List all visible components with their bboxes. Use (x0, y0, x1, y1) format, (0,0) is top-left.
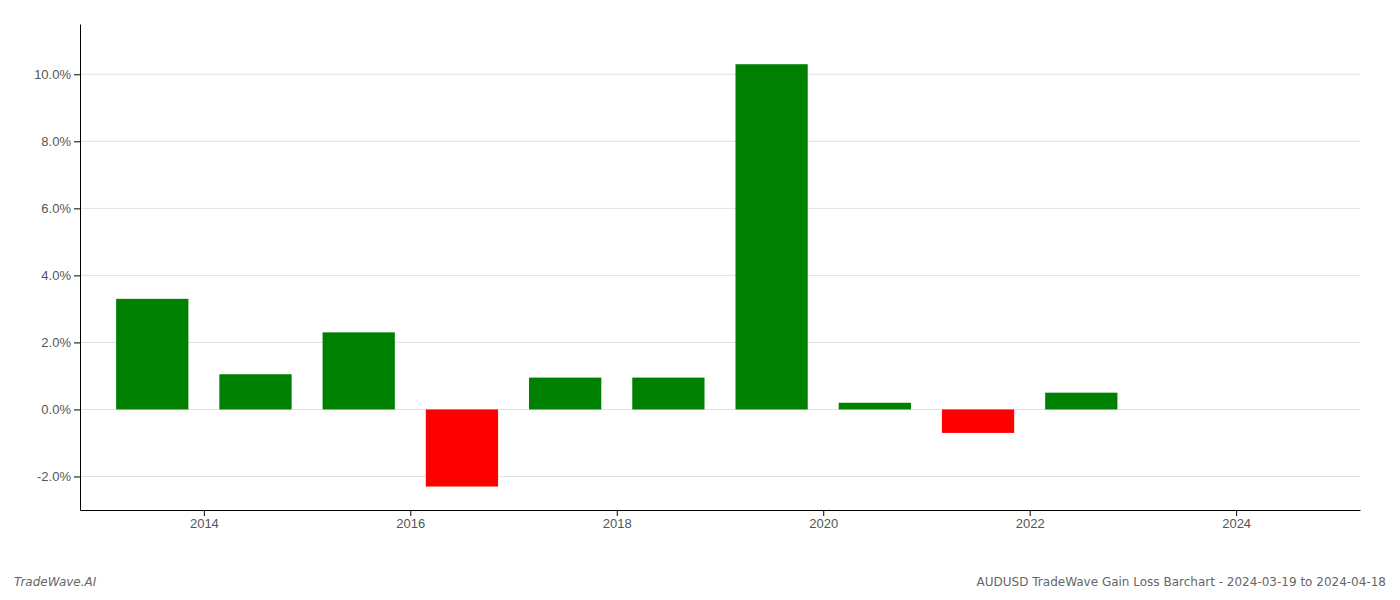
x-tick-mark (410, 510, 411, 516)
bar (116, 299, 188, 410)
y-tick-label: -2.0% (37, 469, 71, 484)
bars (116, 64, 1117, 486)
y-tick-mark (74, 74, 80, 75)
x-tick-label: 2016 (396, 516, 425, 531)
bar (632, 378, 704, 410)
x-tick-label: 2018 (603, 516, 632, 531)
footer-text: AUDUSD TradeWave Gain Loss Barchart - 20… (977, 575, 1386, 589)
x-tick: 2020 (809, 510, 838, 531)
x-tick-mark (1236, 510, 1237, 516)
y-tick-mark (74, 141, 80, 142)
grid-line (80, 208, 1360, 209)
x-tick: 2022 (1016, 510, 1045, 531)
x-tick-mark (204, 510, 205, 516)
x-tick-label: 2020 (809, 516, 838, 531)
bar (942, 409, 1014, 432)
bar (219, 374, 291, 409)
y-tick: 0.0% (41, 402, 80, 417)
y-tick: 8.0% (41, 134, 80, 149)
y-tick-mark (74, 409, 80, 410)
x-tick: 2018 (603, 510, 632, 531)
y-tick-label: 0.0% (41, 402, 71, 417)
y-tick: -2.0% (37, 469, 80, 484)
y-tick-label: 10.0% (34, 67, 71, 82)
bar (735, 64, 807, 409)
y-tick-mark (74, 275, 80, 276)
x-tick-mark (1030, 510, 1031, 516)
x-tick: 2024 (1222, 510, 1251, 531)
y-axis: -2.0% 0.0% 2.0% 4.0% 6.0% 8.0% 10.0% (34, 25, 80, 511)
bar (839, 403, 911, 410)
plot: -2.0%0.0%2.0%4.0%6.0%8.0%10.0%2014201620… (34, 25, 1360, 532)
y-tick-mark (74, 208, 80, 209)
x-tick-label: 2022 (1016, 516, 1045, 531)
y-tick: 6.0% (41, 201, 80, 216)
annotations: TradeWave.AI AUDUSD TradeWave Gain Loss B… (14, 575, 1386, 589)
y-tick-mark (74, 476, 80, 477)
x-tick: 2014 (190, 510, 219, 531)
x-tick-mark (823, 510, 824, 516)
y-tick-label: 6.0% (41, 201, 71, 216)
bar (529, 378, 601, 410)
y-tick-mark (74, 342, 80, 343)
y-axis-line (80, 25, 81, 511)
x-tick-label: 2014 (190, 516, 219, 531)
grid (80, 74, 1360, 476)
footer-text: TradeWave.AI (14, 575, 97, 589)
y-tick-label: 2.0% (41, 335, 71, 350)
x-axis-line (81, 510, 1361, 511)
y-tick-label: 8.0% (41, 134, 71, 149)
grid-line (80, 74, 1360, 75)
chart: -2.0%0.0%2.0%4.0%6.0%8.0%10.0%2014201620… (0, 0, 1400, 600)
y-tick: 2.0% (41, 335, 80, 350)
grid-line (80, 141, 1360, 142)
x-tick-mark (617, 510, 618, 516)
bar (426, 409, 498, 486)
grid-line (80, 342, 1360, 343)
y-tick-label: 4.0% (41, 268, 71, 283)
grid-line (80, 476, 1360, 477)
x-tick-label: 2024 (1222, 516, 1251, 531)
bar (1045, 393, 1117, 410)
x-tick: 2016 (396, 510, 425, 531)
y-tick: 10.0% (34, 67, 80, 82)
bar (323, 332, 395, 409)
y-tick: 4.0% (41, 268, 80, 283)
x-axis: 2014 2016 2018 2020 2022 2024 (81, 510, 1361, 531)
grid-line (80, 275, 1360, 276)
